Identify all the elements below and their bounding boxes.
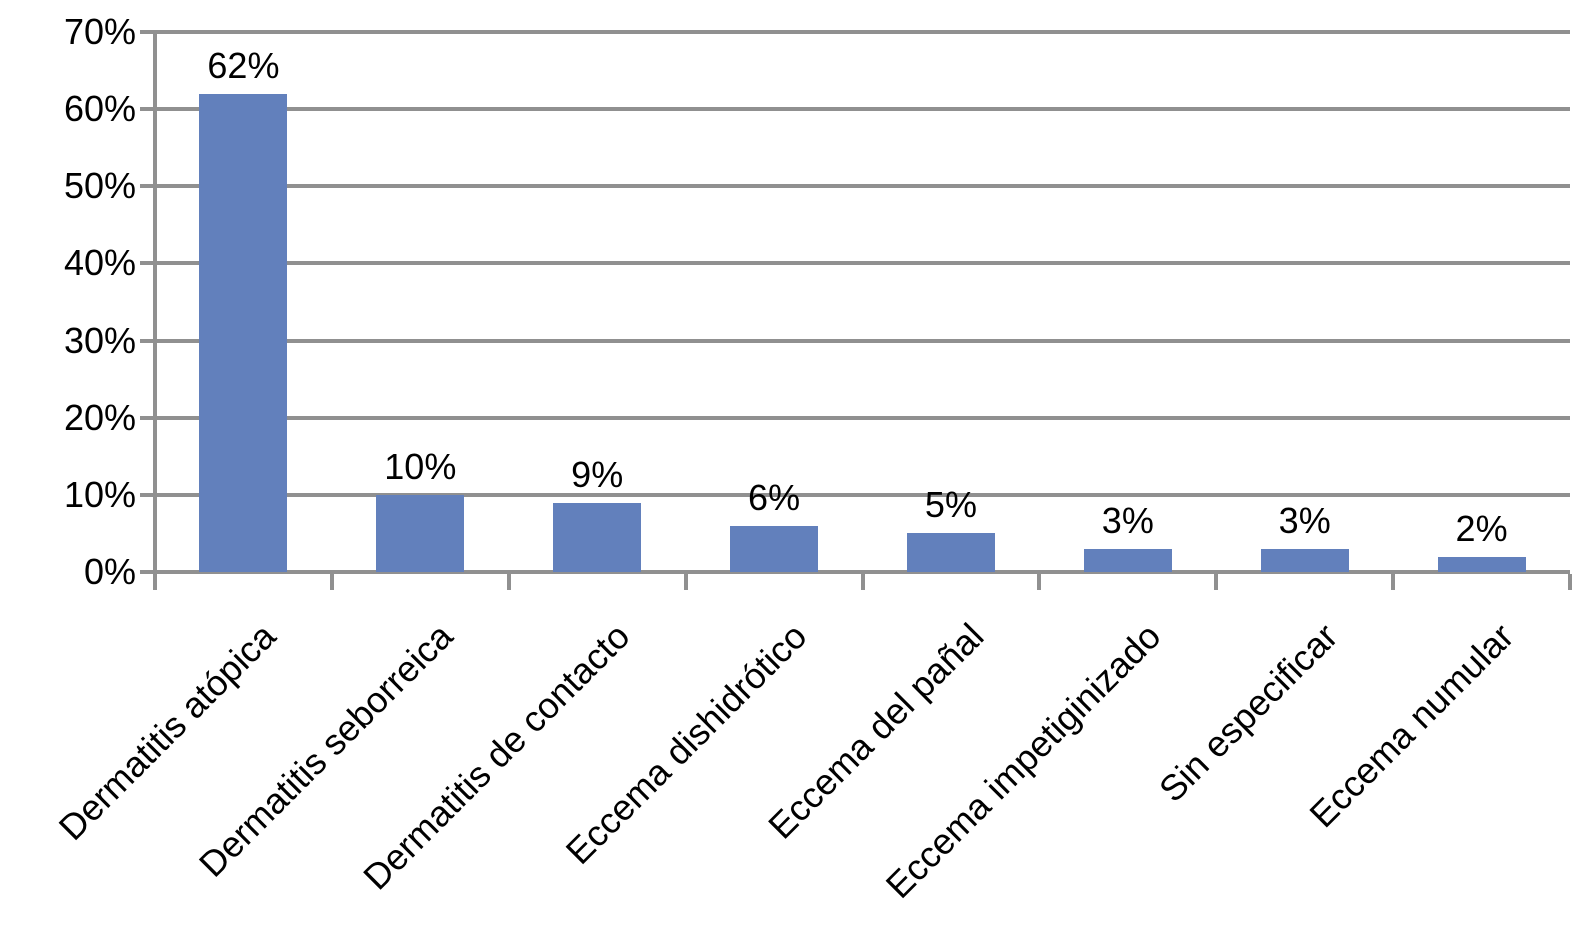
y-axis-tick — [140, 492, 155, 497]
bar-value-label: 9% — [571, 453, 624, 495]
y-tick-label: 60% — [63, 88, 136, 130]
bar — [1260, 548, 1349, 572]
bar — [376, 494, 465, 572]
bar — [199, 93, 288, 572]
x-axis-tick — [1568, 574, 1572, 590]
gridline — [155, 492, 1570, 497]
y-tick-label: 40% — [63, 242, 136, 284]
bar-value-label: 3% — [1101, 499, 1154, 541]
y-tick-label: 70% — [63, 11, 136, 52]
x-axis-tick — [153, 574, 157, 590]
y-axis-tick — [140, 184, 155, 189]
y-axis-line — [153, 30, 157, 590]
gridline — [155, 570, 1570, 574]
gridline — [155, 30, 1570, 34]
gridline — [155, 261, 1570, 266]
bar — [1437, 556, 1526, 572]
y-axis-tick — [140, 107, 155, 112]
y-tick-label: 30% — [63, 319, 136, 361]
y-axis-tick — [140, 30, 155, 34]
y-tick-label: 0% — [83, 551, 136, 592]
bar-value-label: 2% — [1455, 507, 1508, 549]
gridline — [155, 415, 1570, 420]
y-axis-tick — [140, 261, 155, 266]
bar — [1083, 548, 1172, 572]
bar-value-label: 3% — [1278, 499, 1331, 541]
bar-value-label: 6% — [748, 476, 801, 518]
gridline — [155, 184, 1570, 189]
gridline — [155, 107, 1570, 112]
y-tick-label: 50% — [63, 165, 136, 207]
bar — [730, 525, 819, 572]
x-axis-tick — [506, 574, 511, 590]
category-label: Sin especificar — [1150, 615, 1345, 810]
plot-area: 62% 10% 9% 6% 5% 3% 3% 2% — [140, 30, 1572, 590]
bar — [906, 533, 995, 572]
x-axis-tick — [1037, 574, 1042, 590]
x-axis-tick — [1391, 574, 1396, 590]
bar-value-label: 62% — [207, 44, 280, 86]
bar-value-label: 5% — [924, 484, 977, 526]
y-axis-tick — [140, 570, 155, 574]
y-tick-label: 10% — [63, 473, 136, 515]
x-axis-tick — [1214, 574, 1219, 590]
gridline — [155, 338, 1570, 343]
bar-value-label: 10% — [384, 445, 457, 487]
y-axis-tick — [140, 338, 155, 343]
y-axis-tick — [140, 415, 155, 420]
x-axis-tick — [683, 574, 688, 590]
x-axis-tick — [860, 574, 865, 590]
x-axis-tick — [329, 574, 334, 590]
y-tick-label: 20% — [63, 396, 136, 438]
bar — [553, 502, 642, 572]
